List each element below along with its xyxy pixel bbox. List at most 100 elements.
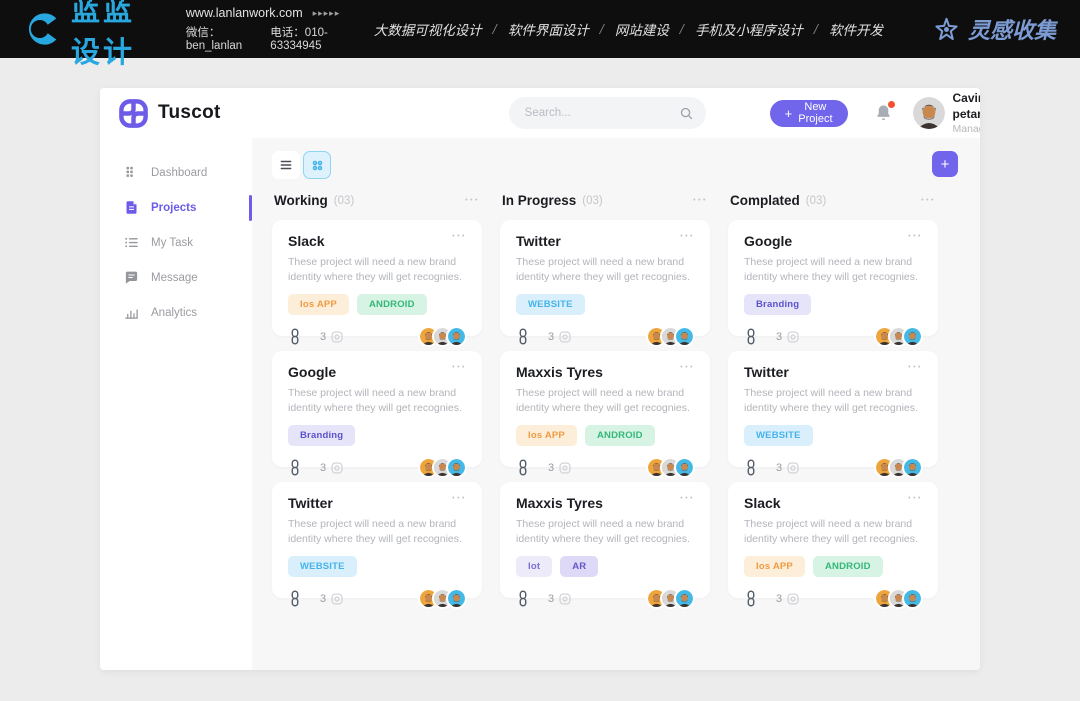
task-card[interactable]: Twitter ••• These project will need a ne… <box>272 482 482 610</box>
add-column-button[interactable]: + <box>932 151 958 177</box>
column-count: (03) <box>582 194 603 207</box>
projects-file-icon <box>124 200 139 215</box>
lanlan-logo-icon <box>24 10 62 48</box>
new-project-button[interactable]: + New Project <box>769 99 848 127</box>
card-menu-dots[interactable]: ••• <box>680 233 695 240</box>
card-menu-dots[interactable]: ••• <box>908 233 923 240</box>
sidebar-item-projects[interactable]: Projects <box>100 191 252 224</box>
attachment-counter: 3 <box>776 461 800 475</box>
tuscot-logo-icon <box>118 98 149 129</box>
column-menu-dots[interactable]: ••• <box>465 197 480 204</box>
column-count: (03) <box>333 194 355 207</box>
sidebar-item-label: Dashboard <box>151 166 208 179</box>
column-menu-dots[interactable]: ••• <box>921 197 936 204</box>
card-avatars <box>874 326 923 348</box>
task-card[interactable]: Slack ••• These project will need a new … <box>272 220 482 348</box>
task-card[interactable]: Google ••• These project will need a new… <box>728 220 938 348</box>
card-title: Google <box>288 364 337 380</box>
attachment-counter: 3 <box>320 330 344 344</box>
tag-ios_app: Ios APP <box>288 294 349 316</box>
top-banner: 蓝蓝设计 www.lanlanwork.com ▸▸▸▸▸ 微信：ben_lan… <box>0 0 1080 69</box>
card-tags: Branding <box>288 425 467 447</box>
attachment-counter: 3 <box>776 592 800 606</box>
inspiration-collect-button[interactable]: 灵感收集 <box>933 13 1056 45</box>
image-badge-icon <box>330 461 344 475</box>
tag-iot: Iot <box>516 556 553 578</box>
image-badge-icon <box>558 592 572 606</box>
search-bar <box>508 97 706 129</box>
card-menu-dots[interactable]: ••• <box>908 495 923 502</box>
card-menu-dots[interactable]: ••• <box>908 364 923 371</box>
search-icon[interactable] <box>679 106 694 121</box>
card-title: Maxxis Tyres <box>516 495 603 511</box>
attachment-count: 3 <box>776 461 783 474</box>
link-chain-icon <box>288 328 302 345</box>
link-chain-icon <box>516 590 530 607</box>
list-view-button[interactable] <box>272 151 300 179</box>
avatar <box>902 457 923 479</box>
dashboard-grid-icon <box>124 165 139 180</box>
card-description: These project will need a new brand iden… <box>516 518 690 545</box>
collect-label: 灵感收集 <box>967 18 1056 44</box>
banner-brand: 蓝蓝设计 <box>71 0 136 69</box>
card-title: Slack <box>744 495 781 511</box>
list-view-icon <box>279 158 293 172</box>
banner-nav-item[interactable]: 软件开发 <box>828 23 883 39</box>
banner-nav-item[interactable]: 手机及小程序设计 <box>694 23 803 39</box>
card-menu-dots[interactable]: ••• <box>680 495 695 502</box>
notifications-bell[interactable] <box>874 101 895 123</box>
banner-phone: 电话：010-63334945 <box>270 27 328 52</box>
avatar <box>902 326 923 348</box>
card-tags: Branding <box>744 294 923 316</box>
link-chain-icon <box>516 328 530 345</box>
profile-menu[interactable]: Cavin petarson Manager <box>912 91 980 135</box>
card-title: Twitter <box>516 233 561 249</box>
grid-view-button[interactable] <box>303 151 331 179</box>
link-chain-icon <box>288 590 302 607</box>
card-menu-dots[interactable]: ••• <box>452 495 467 502</box>
card-description: These project will need a new brand iden… <box>288 256 462 283</box>
sidebar-item-label: Message <box>151 271 198 284</box>
task-card[interactable]: Google ••• These project will need a new… <box>272 351 482 479</box>
banner-nav-item[interactable]: 大数据可视化设计 <box>373 23 482 39</box>
notification-dot <box>887 101 895 108</box>
card-menu-dots[interactable]: ••• <box>452 364 467 371</box>
app-header: Tuscot + New Project <box>100 88 980 138</box>
banner-website-link[interactable]: www.lanlanwork.com <box>185 6 303 20</box>
sidebar-item-message[interactable]: Message <box>100 261 252 294</box>
task-card[interactable]: Maxxis Tyres ••• These project will need… <box>500 351 710 479</box>
sidebar-item-mytask[interactable]: My Task <box>100 226 252 259</box>
sidebar-item-dashboard[interactable]: Dashboard <box>100 156 252 189</box>
card-avatars <box>646 326 695 348</box>
attachment-count: 3 <box>548 592 555 605</box>
card-description: These project will need a new brand iden… <box>288 518 462 545</box>
card-avatars <box>646 457 695 479</box>
sidebar-item-analytics[interactable]: Analytics <box>100 296 252 329</box>
card-menu-dots[interactable]: ••• <box>680 364 695 371</box>
tag-branding: Branding <box>744 294 812 316</box>
task-card[interactable]: Twitter ••• These project will need a ne… <box>500 220 710 348</box>
card-description: These project will need a new brand iden… <box>288 387 462 414</box>
banner-nav-separator: / <box>813 22 818 36</box>
card-menu-dots[interactable]: ••• <box>452 233 467 240</box>
task-card[interactable]: Twitter ••• These project will need a ne… <box>728 351 938 479</box>
lanlan-logo: 蓝蓝设计 <box>24 0 156 71</box>
avatar <box>874 588 895 610</box>
image-badge-icon <box>558 330 572 344</box>
task-card[interactable]: Slack ••• These project will need a new … <box>728 482 938 610</box>
tag-android: ANDROID <box>812 556 883 578</box>
banner-nav-item[interactable]: 软件界面设计 <box>507 23 589 39</box>
card-tags: Ios APP ANDROID <box>516 425 695 447</box>
banner-nav-item[interactable]: 网站建设 <box>614 23 669 39</box>
image-badge-icon <box>330 330 344 344</box>
card-avatars <box>874 457 923 479</box>
task-card[interactable]: Maxxis Tyres ••• These project will need… <box>500 482 710 610</box>
attachment-count: 3 <box>776 330 783 343</box>
avatar <box>446 326 467 348</box>
search-input[interactable] <box>524 107 679 119</box>
card-tags: Iot AR <box>516 556 695 578</box>
banner-nav: 大数据可视化设计 / 软件界面设计 / 网站建设 / 手机及小程序设计 / 软件开发 <box>374 19 883 39</box>
banner-nav-separator: / <box>599 22 604 36</box>
card-avatars <box>874 588 923 610</box>
column-menu-dots[interactable]: ••• <box>693 197 708 204</box>
